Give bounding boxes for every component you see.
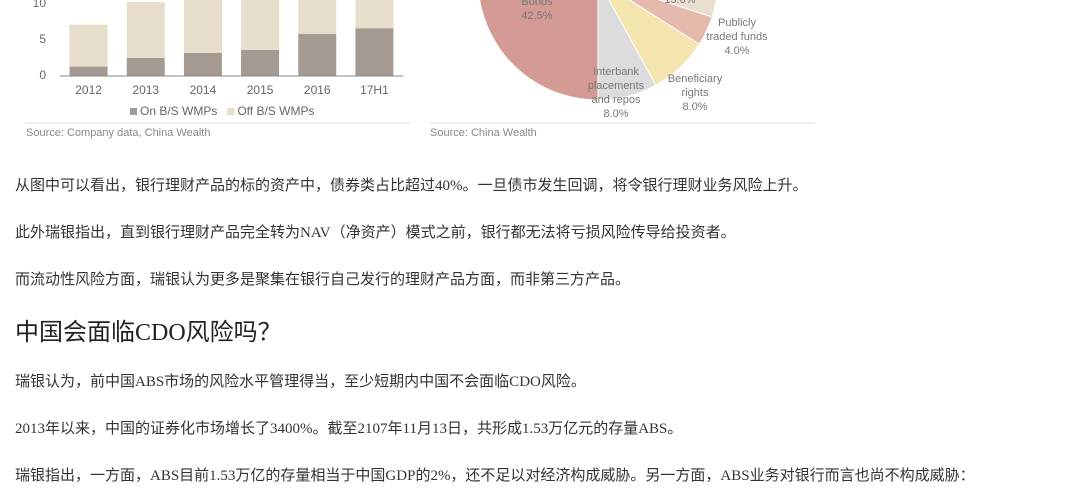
legend-label: Off B/S WMPs [237,104,314,118]
x-tick-label: 2016 [304,83,331,97]
legend-swatch [130,108,137,115]
legend-label: On B/S WMPs [140,104,217,118]
slice-value-label: 8.0% [603,108,628,120]
heading: 中国会面临CDO风险吗？ [15,320,282,346]
y-tick-label: 10 [33,0,47,10]
bar-segment [69,66,108,76]
x-tick-label: 2012 [75,83,102,97]
paragraph: 从图中可以看出，银行理财产品的标的资产中，债券类占比超过40%。一旦债市发生回调… [15,178,808,194]
legend-swatch [227,108,235,115]
bar-segment [355,0,394,29]
x-tick-label: 2013 [132,83,159,97]
bar-segment [298,0,337,35]
paragraph: 此外瑞银指出，直到银行理财产品完全转为NAV（净资产）模式之前，银行都无法将亏损… [15,225,736,241]
figures: Source: Company data, China Wealth Sourc… [25,0,815,139]
bar-segment [241,49,280,76]
slice-label: Publicly traded funds [706,17,768,43]
bar-segment [183,0,222,53]
x-tick-label: 17H1 [360,83,389,97]
paragraph: 2013年以来，中国的证券化市场增长了3400%。截至2107年11月13日，共… [15,421,683,437]
slice-value-label: 15.0% [664,0,695,6]
x-tick-label: 2015 [247,83,274,97]
bar-segment [355,28,394,76]
bar-area [69,0,394,76]
bar-segment [126,2,165,58]
paragraph: 瑞银认为，前中国ABS市场的风险水平管理得当，至少短期内中国不会面临CDO风险。 [15,374,586,390]
bar-segment [126,57,165,76]
y-tick-label: 5 [39,32,46,46]
paragraph: 而流动性风险方面，瑞银认为更多是聚集在银行自己发行的理财产品方面，而非第三方产品… [15,272,631,288]
bar-segment [241,0,280,50]
slice-value-label: 8.0% [682,101,707,113]
slice-label: Bonds [521,0,553,8]
slice-label: Beneficiary rights [668,73,723,99]
x-tick-label: 2014 [190,83,217,97]
bar-segment [183,52,222,76]
slice-label: Interbank placements and repos [588,66,645,106]
pie-slice [479,0,599,101]
paragraph: 瑞银指出，一方面，ABS目前1.53万亿的存量相当于中国GDP的2%，还不足以对… [15,468,975,484]
bar-segment [69,24,108,67]
slice-value-label: 4.0% [724,45,749,57]
slice-value-label: 42.5% [521,10,552,22]
source: Source: China Wealth [430,127,537,139]
source: Source: Company data, China Wealth [26,127,210,139]
bar-segment [298,34,337,76]
y-tick-label: 0 [39,68,46,82]
